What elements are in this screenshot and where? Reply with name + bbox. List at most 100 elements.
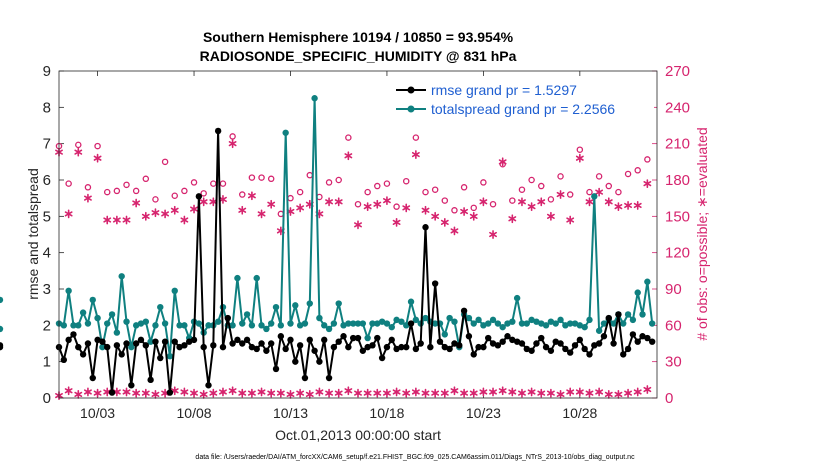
rmse-point bbox=[431, 280, 439, 287]
rmse-point bbox=[374, 334, 381, 342]
totalspread-point bbox=[128, 343, 135, 351]
obs-evaluated-marker bbox=[257, 209, 266, 219]
totalspread-point bbox=[296, 322, 304, 329]
rmse-point bbox=[648, 338, 656, 345]
obs-possible-marker bbox=[509, 197, 516, 204]
totalspread-point bbox=[89, 296, 96, 304]
obs-evaluated-marker bbox=[344, 151, 353, 161]
rmse-point bbox=[528, 347, 535, 354]
obs-possible-marker bbox=[335, 176, 342, 184]
totalspread-point bbox=[267, 320, 275, 327]
totalspread-point bbox=[470, 320, 477, 327]
rmse-point bbox=[460, 307, 468, 314]
totalspread-point bbox=[538, 320, 545, 327]
obs-evaluated-marker bbox=[296, 203, 305, 213]
obs-evaluated-marker bbox=[209, 197, 218, 207]
totalspread-point bbox=[181, 322, 188, 329]
totalspread-point bbox=[528, 316, 535, 324]
totalspread-point bbox=[335, 300, 342, 307]
obs-possible-marker bbox=[103, 188, 111, 196]
rmse-point bbox=[591, 342, 598, 349]
obs-bottom-dot bbox=[491, 390, 495, 394]
obs-possible-marker bbox=[586, 188, 593, 196]
rmse-point bbox=[292, 358, 299, 365]
totalspread-point bbox=[576, 322, 584, 329]
obs-evaluated-marker bbox=[325, 197, 333, 207]
obs-bottom-dot bbox=[645, 387, 650, 392]
totalspread-point bbox=[388, 323, 395, 331]
rmse-point bbox=[137, 336, 145, 344]
obs-bottom-dot bbox=[443, 391, 447, 395]
obs-bottom-dot bbox=[597, 390, 601, 394]
totalspread-point bbox=[393, 316, 400, 324]
rmse-point bbox=[485, 334, 492, 342]
obs-evaluated-marker bbox=[267, 199, 276, 209]
obs-possible-marker bbox=[489, 200, 497, 208]
obs-evaluated-marker bbox=[141, 211, 150, 221]
rmse-point bbox=[253, 345, 260, 353]
obs-bottom-dot bbox=[587, 391, 592, 395]
rmse-point bbox=[282, 345, 289, 353]
y-left-tick-label: 8 bbox=[43, 99, 51, 116]
obs-evaluated-marker bbox=[64, 209, 73, 219]
totalspread-point bbox=[301, 320, 309, 327]
totalspread-point bbox=[282, 129, 289, 136]
rmse-point bbox=[581, 345, 588, 353]
obs-possible-marker bbox=[480, 179, 487, 186]
y-left-tick-label: 4 bbox=[43, 245, 51, 262]
totalspread-point bbox=[441, 331, 449, 338]
rmse-point bbox=[557, 340, 564, 347]
y-left-tick-label: 7 bbox=[43, 136, 51, 153]
rmse-point bbox=[610, 340, 617, 347]
totalspread-point bbox=[629, 316, 637, 324]
obs-bottom-dot bbox=[153, 392, 158, 397]
obs-possible-marker bbox=[412, 134, 420, 141]
obs-evaluated-marker bbox=[84, 193, 92, 203]
rmse-point bbox=[0, 342, 4, 349]
rmse-point bbox=[562, 345, 569, 353]
rmse-point bbox=[224, 314, 231, 322]
totalspread-point bbox=[494, 320, 502, 327]
rmse-point bbox=[70, 331, 77, 338]
obs-bottom-dot bbox=[452, 388, 457, 393]
rmse-point bbox=[166, 389, 174, 396]
totalspread-point bbox=[644, 278, 651, 285]
obs-bottom-dot bbox=[115, 390, 119, 394]
rmse-point bbox=[330, 343, 338, 351]
y-right-tick-label: 210 bbox=[665, 136, 690, 153]
totalspread-point bbox=[581, 323, 588, 331]
obs-evaluated-marker bbox=[402, 203, 411, 213]
rmse-point bbox=[200, 343, 207, 351]
obs-bottom-dot bbox=[66, 388, 71, 393]
totalspread-point bbox=[108, 311, 116, 318]
rmse-point bbox=[480, 343, 487, 351]
obs-possible-marker bbox=[229, 133, 236, 140]
obs-evaluated-marker bbox=[170, 205, 179, 215]
rmse-point bbox=[79, 351, 87, 358]
obs-evaluated-marker bbox=[614, 202, 623, 212]
obs-evaluated-marker bbox=[190, 204, 198, 214]
obs-bottom-dot bbox=[240, 391, 245, 395]
rmse-point bbox=[210, 342, 217, 349]
obs-possible-marker bbox=[181, 187, 188, 195]
totalspread-point bbox=[345, 320, 352, 327]
rmse-point bbox=[65, 336, 72, 344]
obs-possible-marker bbox=[354, 200, 362, 208]
totalspread-point bbox=[99, 343, 106, 351]
rmse-point bbox=[258, 340, 265, 347]
obs-evaluated-marker bbox=[74, 147, 83, 157]
rmse-point bbox=[205, 382, 212, 389]
totalspread-point bbox=[152, 322, 159, 329]
obs-bottom-dot bbox=[288, 392, 293, 397]
obs-possible-marker bbox=[142, 175, 150, 183]
totalspread-point bbox=[451, 318, 458, 325]
totalspread-point bbox=[547, 318, 555, 325]
rmse-point bbox=[75, 343, 82, 351]
rmse-point bbox=[422, 224, 429, 231]
totalspread-point bbox=[79, 309, 87, 316]
rmse-point bbox=[132, 340, 140, 347]
rmse-point bbox=[639, 333, 646, 340]
obs-possible-marker bbox=[624, 170, 632, 178]
totalspread-point bbox=[0, 325, 4, 333]
totalspread-point bbox=[137, 320, 145, 327]
